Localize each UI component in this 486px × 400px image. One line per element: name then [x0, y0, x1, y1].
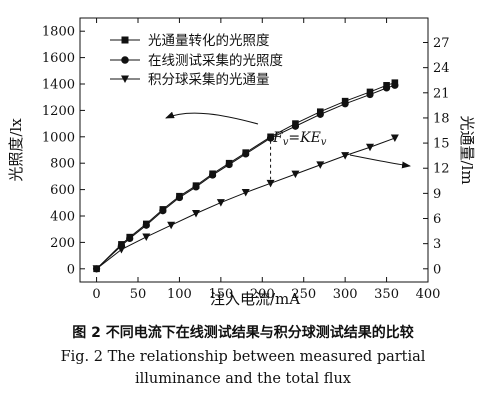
data-point-triangle: [291, 170, 300, 179]
data-point-circle: [208, 171, 217, 179]
data-point-triangle: [92, 265, 101, 273]
data-point-triangle: [390, 134, 399, 143]
right-pointer-arrow: [349, 154, 411, 169]
x-tick-label: 350: [374, 287, 399, 302]
right-tick-label: 27: [433, 36, 450, 51]
plot-frame: [79, 17, 429, 283]
right-tick-label: 0: [433, 262, 441, 277]
data-point-circle: [192, 183, 200, 191]
data-point-triangle: [341, 152, 350, 160]
caption-english-line-2: illuminance and the total flux: [135, 371, 351, 387]
x-tick-label: 250: [291, 287, 316, 302]
caption-chinese: 图 2 不同电流下在线测试结果与积分球测试结果的比较: [72, 325, 414, 341]
series-layer: [92, 79, 399, 273]
caption-english-line-1: Fig. 2 The relationship between measured…: [60, 349, 426, 365]
left-tick-label: 400: [50, 210, 75, 225]
data-point-circle: [291, 122, 300, 130]
right-tick-label: 18: [433, 111, 450, 126]
data-point-triangle: [366, 143, 374, 152]
legend-label-series-2: 在线测试采集的光照度: [148, 53, 283, 69]
series-line-3: [96, 137, 396, 270]
x-axis-title: 注入电流/mA: [210, 290, 300, 308]
series-line-1: [96, 82, 396, 270]
left-tick-label: 1400: [42, 78, 75, 93]
x-tick-label: 100: [167, 287, 192, 302]
left-tick-label: 1800: [42, 25, 75, 40]
x-tick-label: 300: [333, 287, 358, 302]
legend-label-series-3: 积分球采集的光通量: [148, 72, 270, 88]
data-point-circle: [225, 160, 233, 169]
formula-ke: KE: [299, 130, 321, 146]
data-point-circle: [126, 234, 134, 243]
data-point-circle: [242, 150, 250, 158]
data-point-circle: [142, 221, 150, 229]
x-tick-label: 200: [250, 287, 275, 302]
right-tick-label: 3: [433, 237, 441, 252]
formula-f-sub: v: [283, 137, 289, 148]
left-tick-label: 1600: [42, 51, 75, 66]
right-tick-label: 9: [433, 187, 441, 202]
left-tick-label: 1200: [42, 104, 75, 119]
formula-f: F: [272, 130, 284, 146]
x-tick-label: 0: [92, 287, 100, 302]
data-point-triangle: [216, 199, 225, 207]
legend-marker-triangle: [121, 75, 129, 83]
data-point-circle: [266, 134, 275, 142]
data-point-circle: [341, 100, 349, 108]
data-point-circle: [159, 207, 167, 215]
series-line-2: [96, 84, 396, 270]
right-tick-label: 24: [433, 61, 450, 76]
right-axis-title: 光通量/lm: [458, 115, 476, 184]
left-tick-label: 200: [50, 236, 75, 251]
left-axis-title: 光照度/lx: [7, 118, 25, 182]
formula-eq: =: [288, 130, 300, 146]
data-point-triangle: [316, 161, 325, 169]
annotation: Fv=KEv: [165, 111, 411, 180]
left-tick-label: 600: [50, 183, 75, 198]
legend-label-series-1: 光通量转化的光照度: [148, 33, 270, 49]
legend-marker-circle: [121, 56, 129, 64]
right-tick-label: 12: [433, 162, 450, 177]
data-point-triangle: [117, 246, 126, 254]
left-tick-label: 0: [67, 262, 75, 277]
left-pointer-arrow: [165, 111, 259, 125]
data-point-circle: [316, 110, 324, 118]
x-tick-label: 150: [208, 287, 233, 302]
data-point-triangle: [142, 233, 151, 241]
data-point-triangle: [241, 189, 250, 197]
data-point-triangle: [167, 221, 176, 230]
right-tick-label: 15: [433, 137, 450, 152]
legend-marker-square: [121, 36, 129, 44]
data-point-triangle: [192, 209, 200, 218]
data-point-circle: [391, 81, 399, 89]
right-tick-label: 6: [433, 212, 441, 227]
legend: 光通量转化的光照度 在线测试采集的光照度 积分球采集的光通量: [110, 33, 283, 88]
data-point-triangle: [266, 179, 275, 188]
right-tick-label: 21: [433, 86, 450, 101]
x-tick-label: 50: [130, 287, 147, 302]
chart: 0 50 100 150 200 250 300 350 4000200400600800100…: [7, 17, 476, 308]
data-point-circle: [175, 193, 184, 202]
x-tick-label: 400: [416, 287, 441, 302]
axis-ticks: [80, 18, 429, 282]
data-point-circle: [366, 90, 374, 99]
left-tick-label: 800: [50, 157, 75, 172]
tick-labels: 0 50 100 150 200 250 300 350 4000200400600800100…: [42, 25, 450, 302]
data-point-circle: [382, 84, 391, 92]
formula-ke-sub: v: [321, 137, 327, 148]
annotation-formula: Fv=KEv: [272, 130, 327, 148]
left-tick-label: 1000: [42, 130, 75, 145]
